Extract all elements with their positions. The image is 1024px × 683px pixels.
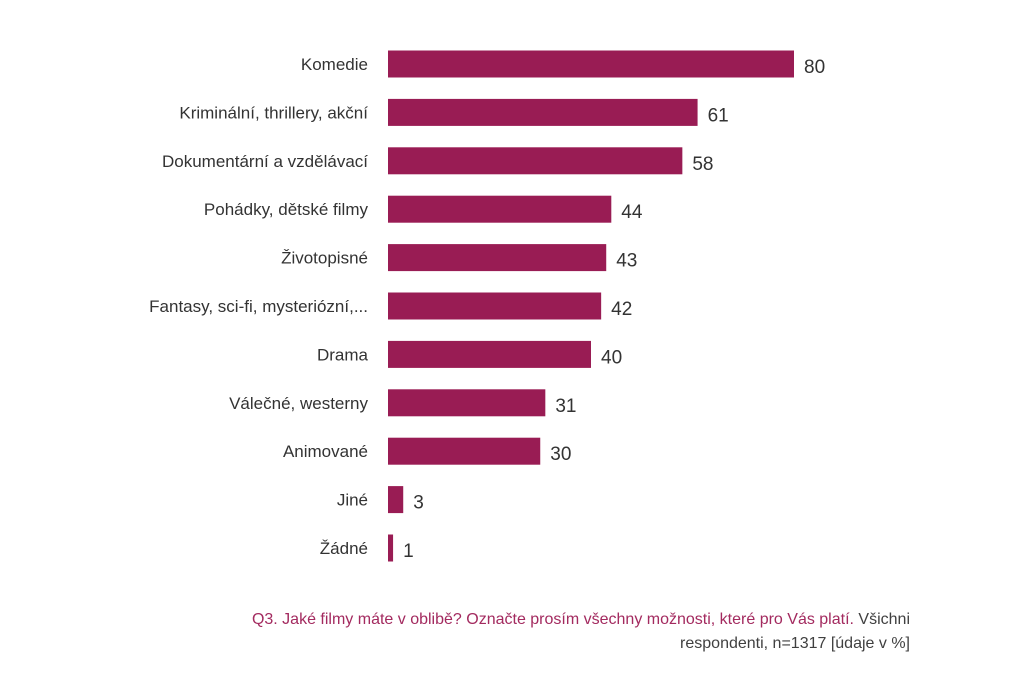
category-label: Kriminální, thrillery, akční [179, 103, 368, 122]
chart-footnote: Q3. Jaké filmy máte v oblibě? Označte pr… [170, 608, 910, 656]
bar [388, 437, 541, 465]
value-label: 42 [611, 299, 632, 320]
category-label: Pohádky, dětské filmy [204, 200, 369, 219]
value-label: 58 [692, 154, 713, 175]
value-label: 3 [413, 493, 424, 514]
category-label: Komedie [301, 55, 368, 74]
bar [388, 50, 794, 78]
value-label: 31 [555, 396, 576, 417]
value-label: 43 [616, 251, 637, 272]
category-label: Animované [283, 442, 368, 461]
bar [388, 534, 394, 562]
bar [388, 486, 404, 514]
bar [388, 244, 607, 272]
bar [388, 389, 546, 417]
category-label: Válečné, westerny [229, 394, 368, 413]
value-label: 30 [550, 444, 571, 465]
bar [388, 195, 612, 223]
bar [388, 147, 683, 175]
value-label: 61 [708, 105, 729, 126]
category-label: Jiné [337, 491, 368, 510]
category-label: Dokumentární a vzdělávací [162, 152, 368, 171]
category-label: Fantasy, sci-fi, mysteriózní,... [149, 297, 368, 316]
category-label: Životopisné [281, 249, 368, 268]
question-text: Q3. Jaké filmy máte v oblibě? Označte pr… [251, 611, 854, 628]
category-label: Žádné [320, 539, 368, 558]
category-label: Drama [317, 345, 369, 364]
value-label: 40 [601, 347, 622, 368]
bar [388, 292, 602, 320]
bar [388, 98, 698, 126]
value-label: 1 [403, 541, 414, 562]
value-label: 44 [621, 202, 643, 223]
value-label: 80 [804, 57, 825, 78]
sample-note: Všichni respondenti, n=1317 [údaje v %] [680, 611, 910, 652]
bar [388, 340, 591, 368]
bar-chart: Komedie 80 Kriminální, thrillery, akční 61 D… [149, 50, 825, 562]
